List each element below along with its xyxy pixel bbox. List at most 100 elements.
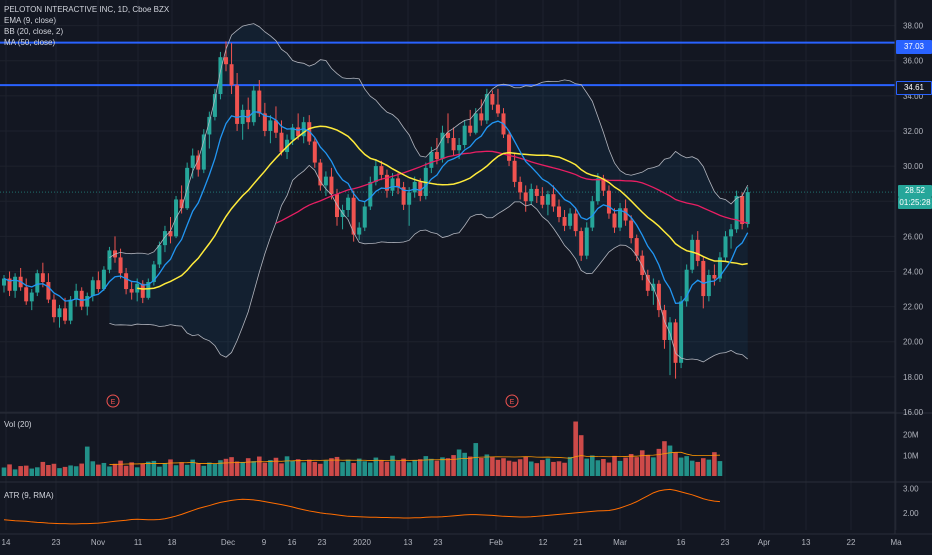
- volume-bar: [146, 461, 151, 476]
- volume-bar: [329, 458, 334, 476]
- candle-body: [573, 213, 578, 232]
- candle-body: [534, 188, 539, 196]
- candle-body: [346, 197, 351, 210]
- candle-body: [462, 125, 467, 146]
- volume-bar: [195, 463, 201, 476]
- candle-body: [679, 301, 684, 363]
- volume-bar: [301, 462, 306, 476]
- volume-ma-line: [109, 451, 720, 465]
- volume-label[interactable]: Vol (20): [4, 420, 32, 429]
- candle-body: [468, 125, 473, 133]
- candle-body: [623, 208, 628, 221]
- candle-body: [51, 299, 56, 318]
- time-axis[interactable]: 14 23 Nov 11 18 Dec 9 16 23 2020 13 23 Feb 12 21 Mar 16 2…: [2, 538, 903, 547]
- volume-bar: [129, 462, 134, 476]
- candle-body: [507, 134, 512, 161]
- candle-body: [373, 166, 378, 182]
- volume-bar: [440, 457, 445, 476]
- volume-bar: [639, 450, 645, 476]
- resistance-lines[interactable]: [0, 41, 895, 193]
- candle-body: [645, 274, 650, 291]
- candle-body: [717, 257, 722, 279]
- volume-bar: [73, 466, 79, 476]
- candle-body: [235, 85, 240, 124]
- volume-bar: [501, 458, 506, 476]
- candle-body: [262, 113, 267, 131]
- earnings-marker-label: E: [111, 399, 116, 406]
- volume-bar: [528, 461, 534, 476]
- countdown-tag: 01:25:28: [898, 197, 932, 209]
- volume-bar: [562, 462, 567, 476]
- candle-body: [68, 299, 73, 321]
- volume-bar: [323, 460, 329, 476]
- volume-bar: [667, 445, 673, 476]
- bollinger-lower-band: [109, 164, 748, 363]
- volume-bar: [96, 464, 101, 476]
- candle-body: [701, 260, 706, 297]
- candle-body: [63, 308, 68, 321]
- candle-body: [734, 195, 739, 230]
- time-tick-label: Apr: [758, 538, 771, 547]
- price-axis[interactable]: 38.0036.0034.0032.0030.0028.0026.0024.00…: [903, 22, 924, 518]
- pane-dividers[interactable]: [0, 0, 932, 535]
- volume-bar: [84, 446, 90, 476]
- time-tick-label: 13: [802, 538, 811, 547]
- candle-body: [379, 166, 384, 175]
- candle-body: [407, 192, 412, 205]
- candle-body: [96, 280, 101, 290]
- grid-lines: [0, 0, 897, 530]
- volume-bar: [451, 455, 456, 476]
- volume-bar: [207, 462, 212, 476]
- volume-bar: [345, 459, 351, 476]
- resistance-high-tag: 37.03: [896, 40, 932, 54]
- atr-series: [3, 488, 720, 525]
- candle-body: [318, 162, 323, 186]
- symbol-title[interactable]: PELOTON INTERACTIVE INC, 1D, Cboe BZX: [4, 5, 170, 14]
- atr-tick-label: 2.00: [903, 509, 919, 518]
- volume-bar: [362, 461, 368, 476]
- candle-body: [157, 245, 162, 265]
- resistance-low-tag: 34.61: [896, 81, 932, 95]
- candle-body: [90, 280, 95, 297]
- candle-body: [473, 113, 478, 133]
- atr-label[interactable]: ATR (9, RMA): [4, 491, 54, 500]
- volume-bar: [173, 465, 179, 476]
- bb-legend[interactable]: BB (20, close, 2): [4, 27, 64, 36]
- volume-bar: [18, 466, 23, 476]
- volume-bar: [201, 465, 207, 476]
- volume-bar: [168, 459, 173, 476]
- candle-body: [673, 322, 678, 363]
- candle-body: [557, 206, 561, 218]
- volume-bar: [12, 469, 18, 476]
- candle-body: [723, 236, 728, 258]
- price-tick-label: 20.00: [903, 338, 924, 347]
- volume-bar: [517, 459, 523, 476]
- time-tick-label: 22: [847, 538, 856, 547]
- candle-body: [579, 231, 584, 256]
- candle-body: [46, 282, 51, 300]
- ma-legend[interactable]: MA (50, close): [4, 38, 56, 47]
- volume-bar: [157, 466, 162, 476]
- candle-body: [229, 64, 234, 86]
- ema-legend[interactable]: EMA (9, close): [4, 16, 57, 25]
- time-tick-label: 23: [721, 538, 730, 547]
- volume-bar: [462, 452, 467, 476]
- candle-body: [545, 194, 550, 205]
- volume-bar: [112, 463, 118, 476]
- volume-bar: [90, 461, 96, 476]
- candle-body: [218, 57, 223, 95]
- candle-body: [190, 155, 195, 168]
- price-tick-label: 16.00: [903, 408, 924, 417]
- candle-body: [745, 192, 750, 225]
- volume-bar: [257, 456, 262, 476]
- candle-body: [35, 273, 40, 293]
- volume-bar: [634, 457, 639, 476]
- volume-bar: [712, 452, 717, 476]
- volume-bar: [190, 459, 195, 476]
- earnings-marker-label: E: [510, 399, 515, 406]
- candle-body: [118, 257, 123, 274]
- time-tick-label: 14: [2, 538, 11, 547]
- candle-body: [257, 90, 262, 114]
